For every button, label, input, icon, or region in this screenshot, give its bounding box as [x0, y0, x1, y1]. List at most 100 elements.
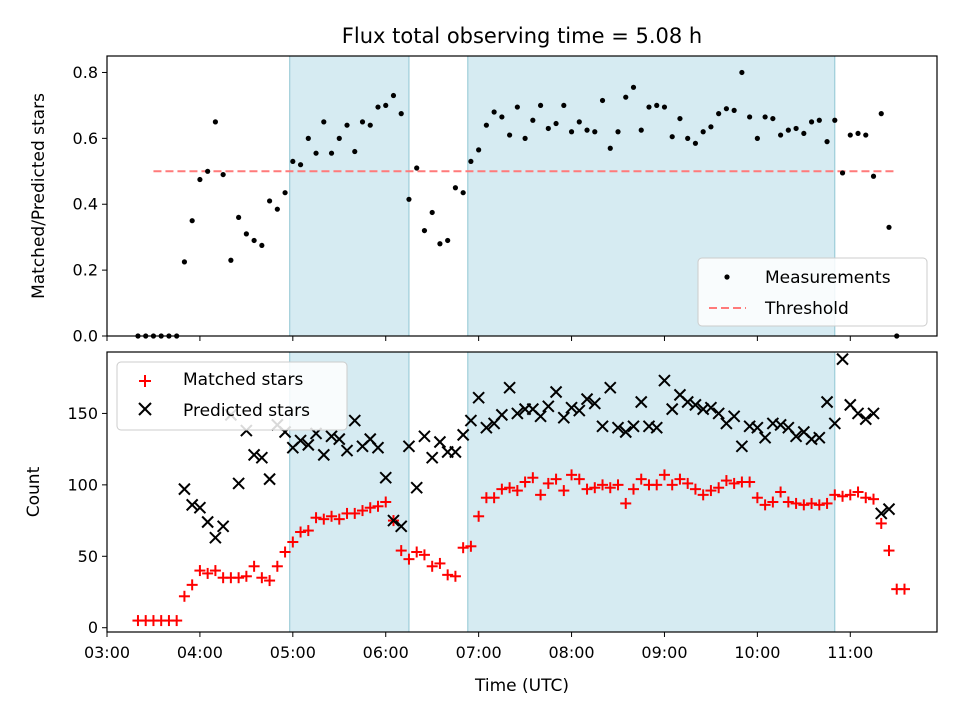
predicted-point-b: [325, 430, 338, 443]
predicted-point-89: [867, 407, 880, 420]
measurement-point-14: [243, 231, 249, 237]
predicted-point-16: [302, 438, 315, 452]
measurement-point-10: [212, 119, 218, 125]
predicted-point-29: [402, 440, 416, 453]
measurement-point-70: [677, 115, 683, 122]
predicted-point-b: [294, 434, 307, 447]
measurement-point-97: [886, 224, 892, 230]
predicted-point-b: [193, 501, 207, 514]
predicted-point-b: [782, 421, 795, 434]
predicted-point-48: [549, 385, 563, 399]
predicted-point-b: [379, 471, 392, 484]
predicted-point-b: [635, 395, 648, 409]
predicted-point-20: [333, 432, 346, 446]
ratio-legend: Measurements Threshold: [697, 257, 928, 327]
measurement-point-79: [747, 114, 753, 120]
measurement-point-9: [205, 168, 211, 174]
measurement-point-96: [878, 111, 884, 117]
predicted-point-68: [704, 401, 718, 414]
predicted-point-b: [735, 440, 749, 453]
matched-point-23: [310, 512, 322, 524]
measurement-point-84: [785, 127, 791, 133]
count-ytick-label-1: 50: [78, 547, 98, 566]
matched-point-32: [380, 496, 392, 508]
matched-point-93: [852, 486, 864, 498]
predicted-point-35: [449, 445, 462, 459]
predicted-point-15: [294, 434, 307, 447]
measurement-point-73: [700, 129, 706, 135]
time-tick-label-5: 08:00: [548, 643, 594, 662]
measurement-point-56: [568, 129, 575, 135]
matched-point-79: [744, 476, 756, 488]
predicted-point-74: [751, 421, 764, 434]
measurement-point-27: [344, 122, 350, 128]
predicted-point-b: [580, 392, 594, 406]
predicted-point-4: [209, 531, 222, 544]
predicted-point-61: [650, 421, 663, 434]
predicted-point-1: [185, 498, 199, 512]
matched-point-84: [782, 496, 794, 508]
measurement-point-69: [669, 134, 675, 140]
predicted-point-30: [410, 481, 423, 494]
predicted-point-37: [464, 414, 478, 427]
measurement-point-34: [398, 111, 404, 117]
predicted-point-82: [813, 431, 826, 444]
matched-point-91: [837, 490, 849, 502]
predicted-point-2: [193, 501, 207, 514]
predicted-point-b: [549, 385, 563, 399]
matched-point-63: [620, 497, 632, 509]
predicted-point-52: [580, 392, 594, 406]
predicted-point-53: [588, 397, 601, 410]
count-panel: 0 50 100 150 03:00 04:00 05:00 06:00 07:00 08:00…: [24, 351, 938, 696]
count-ytick-label-2: 100: [67, 475, 98, 494]
matched-point-62: [612, 479, 624, 491]
predicted-point-41: [495, 408, 509, 422]
predicted-point-b: [859, 412, 872, 426]
time-tick-label-7: 10:00: [734, 643, 780, 662]
predicted-point-b: [534, 410, 547, 423]
time-tick-label-3: 06:00: [363, 643, 409, 662]
matched-point-31: [372, 500, 384, 512]
predicted-point-b: [650, 421, 663, 434]
matched-point-7: [186, 579, 198, 591]
matched-point-41: [449, 570, 461, 582]
predicted-point-b: [619, 425, 632, 439]
matched-point-61: [604, 482, 616, 494]
measurement-point-13: [236, 214, 242, 221]
measurement-point-8: [197, 176, 203, 183]
predicted-point-b: [820, 395, 834, 409]
matched-point-85: [790, 497, 802, 509]
predicted-point-87: [851, 407, 865, 420]
measurement-point-26: [336, 135, 342, 141]
measurement-point-17: [266, 198, 273, 204]
matched-point-72: [689, 483, 701, 495]
predicted-point-b: [542, 400, 555, 413]
matched-point-30: [364, 502, 376, 514]
matched-point-81: [759, 499, 771, 511]
predicted-point-b: [681, 395, 694, 409]
predicted-point-54: [596, 420, 609, 433]
predicted-point-b: [627, 420, 640, 433]
predicted-point-90: [875, 507, 888, 520]
measurement-point-25: [328, 150, 335, 156]
matched-point-34: [395, 545, 407, 557]
measurement-point-50: [522, 135, 528, 141]
predicted-point-b: [216, 520, 230, 533]
predicted-point-b: [232, 477, 245, 490]
measurement-point-43: [468, 158, 474, 165]
matched-point-76: [720, 475, 732, 487]
measurement-point-94: [863, 132, 869, 138]
predicted-point-56: [611, 421, 625, 434]
predicted-point-42: [503, 381, 516, 394]
measurement-point-18: [274, 206, 280, 212]
predicted-point-b: [704, 401, 718, 414]
measurement-point-45: [483, 122, 489, 128]
ratio-plot-frame: [106, 55, 938, 337]
matched-point-8: [194, 565, 206, 577]
predicted-point-b: [348, 414, 361, 427]
predicted-point-b: [495, 408, 509, 422]
measurement-point-20: [290, 158, 296, 165]
matched-point-87: [806, 497, 818, 509]
measurement-point-86: [801, 130, 807, 137]
predicted-point-59: [635, 395, 648, 409]
